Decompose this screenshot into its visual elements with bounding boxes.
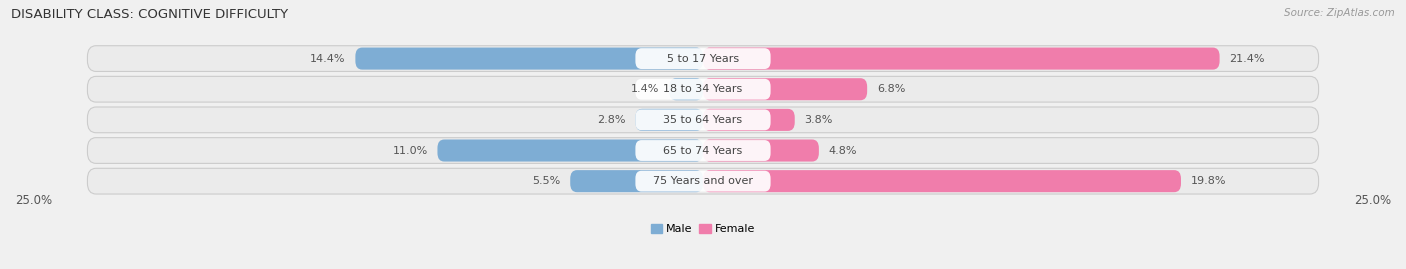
Text: 4.8%: 4.8% [828, 146, 858, 155]
FancyBboxPatch shape [87, 168, 1319, 194]
Legend: Male, Female: Male, Female [651, 224, 755, 234]
FancyBboxPatch shape [636, 109, 770, 130]
FancyBboxPatch shape [703, 109, 794, 131]
Text: 75 Years and over: 75 Years and over [652, 176, 754, 186]
FancyBboxPatch shape [703, 170, 1181, 192]
Text: 35 to 64 Years: 35 to 64 Years [664, 115, 742, 125]
FancyBboxPatch shape [636, 140, 770, 161]
Text: 1.4%: 1.4% [631, 84, 659, 94]
Text: 11.0%: 11.0% [392, 146, 427, 155]
Text: 5 to 17 Years: 5 to 17 Years [666, 54, 740, 63]
FancyBboxPatch shape [356, 48, 703, 70]
Text: 19.8%: 19.8% [1191, 176, 1226, 186]
Text: 14.4%: 14.4% [311, 54, 346, 63]
FancyBboxPatch shape [669, 78, 703, 100]
FancyBboxPatch shape [87, 46, 1319, 72]
Text: 6.8%: 6.8% [877, 84, 905, 94]
Text: 25.0%: 25.0% [15, 194, 52, 207]
FancyBboxPatch shape [571, 170, 703, 192]
Text: 65 to 74 Years: 65 to 74 Years [664, 146, 742, 155]
FancyBboxPatch shape [636, 109, 703, 131]
FancyBboxPatch shape [636, 48, 770, 69]
Text: 3.8%: 3.8% [804, 115, 832, 125]
FancyBboxPatch shape [703, 140, 818, 162]
FancyBboxPatch shape [636, 79, 770, 100]
FancyBboxPatch shape [87, 107, 1319, 133]
FancyBboxPatch shape [703, 78, 868, 100]
FancyBboxPatch shape [437, 140, 703, 162]
Text: 25.0%: 25.0% [1354, 194, 1391, 207]
Text: 21.4%: 21.4% [1229, 54, 1265, 63]
FancyBboxPatch shape [87, 138, 1319, 163]
Text: DISABILITY CLASS: COGNITIVE DIFFICULTY: DISABILITY CLASS: COGNITIVE DIFFICULTY [11, 8, 288, 21]
FancyBboxPatch shape [703, 48, 1219, 70]
FancyBboxPatch shape [87, 76, 1319, 102]
Text: 5.5%: 5.5% [533, 176, 561, 186]
Text: Source: ZipAtlas.com: Source: ZipAtlas.com [1284, 8, 1395, 18]
Text: 18 to 34 Years: 18 to 34 Years [664, 84, 742, 94]
Text: 2.8%: 2.8% [598, 115, 626, 125]
FancyBboxPatch shape [636, 171, 770, 192]
